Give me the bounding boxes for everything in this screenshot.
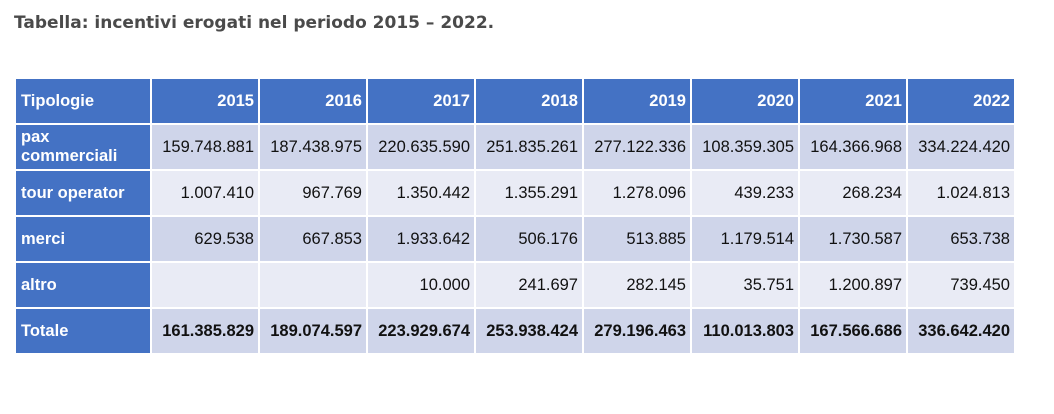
column-header-2015: 2015 [150,77,260,125]
table-cell: 667.853 [258,215,368,263]
table-cell: 739.450 [906,261,1016,309]
table-cell: 164.366.968 [798,123,908,171]
table-cell: 223.929.674 [366,307,476,355]
table-cell: 513.885 [582,215,692,263]
table-cell: 439.233 [690,169,800,217]
table-cell: 110.013.803 [690,307,800,355]
table-cell: 506.176 [474,215,584,263]
table-cell: 167.566.686 [798,307,908,355]
row-label: tour operator [14,169,152,217]
table-cell: 35.751 [690,261,800,309]
table-row-merci: merci 629.538 667.853 1.933.642 506.176 … [14,215,1016,263]
table-cell: 1.933.642 [366,215,476,263]
table-caption: Tabella: incentivi erogati nel periodo 2… [14,13,495,33]
table-cell: 629.538 [150,215,260,263]
column-header-2020: 2020 [690,77,800,125]
table-row-pax-commerciali: pax commerciali 159.748.881 187.438.975 … [14,123,1016,171]
table-cell: 653.738 [906,215,1016,263]
table-cell: 241.697 [474,261,584,309]
table-row-tour-operator: tour operator 1.007.410 967.769 1.350.44… [14,169,1016,217]
column-header-2019: 2019 [582,77,692,125]
table-cell: 1.007.410 [150,169,260,217]
table-cell: 334.224.420 [906,123,1016,171]
column-header-tipologie: Tipologie [14,77,152,125]
table-cell: 1.179.514 [690,215,800,263]
table-cell: 1.730.587 [798,215,908,263]
table-cell [258,261,368,309]
incentives-table: Tipologie 2015 2016 2017 2018 2019 2020 … [14,77,1016,355]
column-header-2021: 2021 [798,77,908,125]
table-cell: 108.359.305 [690,123,800,171]
table-cell: 277.122.336 [582,123,692,171]
column-header-2017: 2017 [366,77,476,125]
table-row-altro: altro 10.000 241.697 282.145 35.751 1.20… [14,261,1016,309]
table-cell: 251.835.261 [474,123,584,171]
row-label: Totale [14,307,152,355]
table-cell: 967.769 [258,169,368,217]
table-header-row: Tipologie 2015 2016 2017 2018 2019 2020 … [14,77,1016,125]
table-cell: 279.196.463 [582,307,692,355]
column-header-2016: 2016 [258,77,368,125]
table-cell: 253.938.424 [474,307,584,355]
table-cell: 187.438.975 [258,123,368,171]
table-row-totale: Totale 161.385.829 189.074.597 223.929.6… [14,307,1016,355]
table-cell: 220.635.590 [366,123,476,171]
table-cell: 159.748.881 [150,123,260,171]
column-header-2022: 2022 [906,77,1016,125]
table-cell: 1.355.291 [474,169,584,217]
row-label: merci [14,215,152,263]
row-label: pax commerciali [14,123,152,171]
column-header-2018: 2018 [474,77,584,125]
table-cell: 1.278.096 [582,169,692,217]
table-cell: 1.200.897 [798,261,908,309]
table-cell: 1.350.442 [366,169,476,217]
table-cell: 282.145 [582,261,692,309]
table-cell: 10.000 [366,261,476,309]
table-cell: 161.385.829 [150,307,260,355]
table-cell: 189.074.597 [258,307,368,355]
table-cell: 336.642.420 [906,307,1016,355]
table-cell: 1.024.813 [906,169,1016,217]
table-cell [150,261,260,309]
row-label: altro [14,261,152,309]
table-cell: 268.234 [798,169,908,217]
